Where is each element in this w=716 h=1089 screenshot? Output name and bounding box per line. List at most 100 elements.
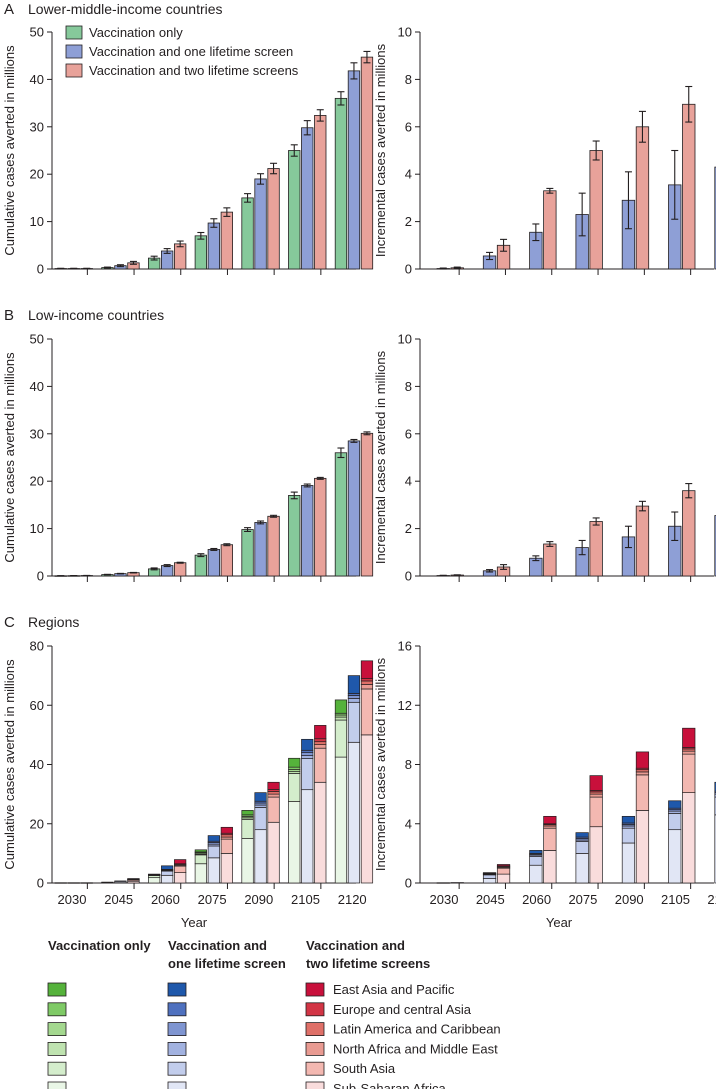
bar-vaccination-and-one-lifetime-screen-2105 (301, 485, 314, 577)
y-tick-label: 0 (405, 262, 412, 277)
bar-vaccination-only-2090 (241, 529, 254, 577)
y-tick-label: 30 (30, 426, 44, 441)
stack-vaccination-and-one-lifetime-screen-2120-south-asia (714, 796, 716, 816)
panel-title: Lower-middle-income countries (28, 1, 223, 17)
y-tick-label: 40 (30, 757, 44, 772)
stack-vaccination-and-two-lifetime-screens-2060-east-asia-and-pacific (543, 815, 557, 825)
stack-vaccination-and-one-lifetime-screen-2075-east-asia-and-pacific (575, 832, 589, 838)
stack-vaccination-and-two-lifetime-screens-2090-south-asia (635, 774, 650, 811)
y-tick-label: 20 (30, 474, 44, 489)
swatch-vaccination-only (47, 982, 67, 997)
swatch-two-screens (305, 1081, 325, 1089)
bar-vaccination-and-one-lifetime-screen-2105 (301, 127, 314, 270)
stack-vaccination-only-2120-north-africa-and-middle-east (334, 716, 348, 721)
bar-vaccination-only-2105 (288, 495, 301, 577)
legend-header-two-screens-line1: Vaccination and (306, 938, 405, 953)
bar-vaccination-and-two-lifetime-screens-2060 (173, 562, 187, 577)
bar-vaccination-and-one-lifetime-screen-2120 (714, 166, 716, 270)
bar-vaccination-and-two-lifetime-screens-2075 (220, 544, 234, 577)
y-tick-label: 50 (30, 25, 44, 40)
stack-vaccination-and-two-lifetime-screens-2060-east-asia-and-pacific (174, 859, 187, 865)
bar-vaccination-and-one-lifetime-screen-2090 (254, 522, 267, 577)
x-tick-label: 2105 (291, 892, 320, 907)
stack-vaccination-and-one-lifetime-screen-2105-north-africa-and-middle-east (301, 755, 314, 759)
bar-vaccination-and-two-lifetime-screens-2120 (360, 432, 374, 577)
stack-vaccination-and-two-lifetime-screens-2075-south-asia (589, 796, 603, 828)
stack-vaccination-and-one-lifetime-screen-2060-south-asia (529, 855, 543, 866)
y-tick-label: 60 (30, 698, 44, 713)
stack-vaccination-and-two-lifetime-screens-2120-north-africa-and-middle-east (360, 684, 374, 690)
stack-vaccination-and-one-lifetime-screen-2090-east-asia-and-pacific (254, 792, 267, 802)
y-tick-label: 2 (405, 521, 412, 536)
y-tick-label: 10 (398, 332, 412, 347)
x-tick-label: 2075 (568, 892, 597, 907)
x-axis-label: Year (181, 915, 208, 930)
y-tick-label: 4 (405, 474, 412, 489)
stack-vaccination-only-2105-south-asia (288, 773, 301, 802)
stack-vaccination-and-one-lifetime-screen-2120-latin-america-and-caribbean (347, 695, 361, 699)
swatch-one-screen (167, 1022, 187, 1036)
bar-vaccination-and-two-lifetime-screens-2060 (173, 243, 187, 270)
legend-header-two-screens-line2: two lifetime screens (306, 956, 430, 971)
stack-vaccination-only-2090-east-asia-and-pacific (241, 810, 254, 816)
stack-vaccination-and-two-lifetime-screens-2090-sub-saharan-africa (635, 810, 650, 884)
stack-vaccination-and-two-lifetime-screens-2090-latin-america-and-caribbean (267, 791, 280, 795)
x-tick-label: 2120 (338, 892, 367, 907)
stack-vaccination-and-one-lifetime-screen-2105-south-asia (668, 813, 682, 831)
y-tick-label: 8 (405, 757, 412, 772)
legend-row-north-africa-and-middle-east: North Africa and Middle East (47, 1041, 498, 1056)
region-legend: Vaccination only Vaccination and one lif… (47, 938, 501, 1089)
y-tick-label: 30 (30, 119, 44, 134)
stack-vaccination-and-two-lifetime-screens-2075-sub-saharan-africa (220, 853, 233, 884)
bar-vaccination-and-one-lifetime-screen-2120 (347, 70, 361, 270)
stack-vaccination-and-two-lifetime-screens-2060-south-asia (174, 865, 187, 873)
stack-vaccination-and-one-lifetime-screen-2120-south-asia (347, 701, 361, 743)
panel-a-left: A Lower-middle-income countries 0 10 20 30 40 5… (2, 1, 374, 277)
stack-vaccination-and-two-lifetime-screens-2045-east-asia-and-pacific (127, 878, 140, 880)
bar-vaccination-and-one-lifetime-screen-2075 (207, 549, 221, 577)
stack-vaccination-and-two-lifetime-screens-2105-sub-saharan-africa (314, 781, 327, 884)
bar-vaccination-and-one-lifetime-screen-2120 (347, 440, 361, 577)
swatch-vaccination-only (47, 1081, 67, 1089)
stack-vaccination-and-one-lifetime-screen-2090-south-asia (621, 827, 636, 844)
y-tick-label: 80 (30, 639, 44, 654)
bar-vaccination-and-two-lifetime-screens-2105 (682, 490, 696, 577)
y-axis-label: Incremental cases averted in millions (373, 350, 388, 564)
stack-vaccination-only-2060-sub-saharan-africa (148, 877, 161, 884)
y-tick-label: 16 (398, 639, 412, 654)
legend-swatch-one-screen (65, 44, 83, 59)
region-legend-rows: East Asia and Pacific Europe and central … (47, 982, 501, 1089)
y-tick-label: 12 (398, 698, 412, 713)
y-tick-label: 0 (405, 569, 412, 584)
panel-c-right: 0 4 8 12 16 Incremental cases averted in mill… (373, 639, 716, 930)
x-axis-label: Year (546, 915, 573, 930)
stack-vaccination-and-two-lifetime-screens-2090-north-africa-and-middle-east (635, 771, 650, 776)
x-tick-label: 2105 (661, 892, 690, 907)
stack-vaccination-and-two-lifetime-screens-2075-east-asia-and-pacific (589, 775, 603, 791)
y-tick-label: 40 (30, 379, 44, 394)
y-tick-label: 0 (37, 876, 44, 891)
stack-vaccination-and-two-lifetime-screens-2075-latin-america-and-caribbean (220, 834, 233, 838)
stack-vaccination-and-one-lifetime-screen-2105-europe-and-central-asia (301, 749, 314, 754)
panel-b-right: 0 2 4 6 8 10 Incremental cases averted in mill… (373, 332, 716, 584)
bar-vaccination-and-two-lifetime-screens-2090 (267, 168, 280, 270)
y-tick-label: 0 (37, 569, 44, 584)
bar-vaccination-only-2105 (288, 150, 301, 270)
series-legend: Vaccination only Vaccination and one lif… (65, 25, 299, 78)
legend-header-vaccination-only: Vaccination only (48, 938, 151, 953)
stack-vaccination-only-2105-east-asia-and-pacific (288, 757, 301, 768)
bar-vaccination-and-two-lifetime-screens-2105 (314, 477, 327, 577)
stack-vaccination-and-one-lifetime-screen-2105-latin-america-and-caribbean (301, 752, 314, 756)
swatch-one-screen (167, 1042, 187, 1056)
bar-vaccination-and-two-lifetime-screens-2090 (267, 515, 280, 577)
stack-vaccination-and-one-lifetime-screen-2030-sub-saharan-africa (436, 882, 450, 884)
stack-vaccination-and-two-lifetime-screens-2120-europe-and-central-asia (360, 678, 374, 682)
stack-vaccination-and-one-lifetime-screen-2045-east-asia-and-pacific (482, 872, 497, 874)
y-tick-label: 20 (30, 816, 44, 831)
bar-vaccination-and-two-lifetime-screens-2060 (543, 190, 557, 270)
stack-vaccination-and-one-lifetime-screen-2105-east-asia-and-pacific (668, 800, 682, 809)
stack-vaccination-and-two-lifetime-screens-2120-latin-america-and-caribbean (360, 680, 374, 685)
stack-vaccination-and-one-lifetime-screen-2090-south-asia (254, 807, 267, 831)
stack-vaccination-only-2030-sub-saharan-africa (54, 882, 67, 884)
